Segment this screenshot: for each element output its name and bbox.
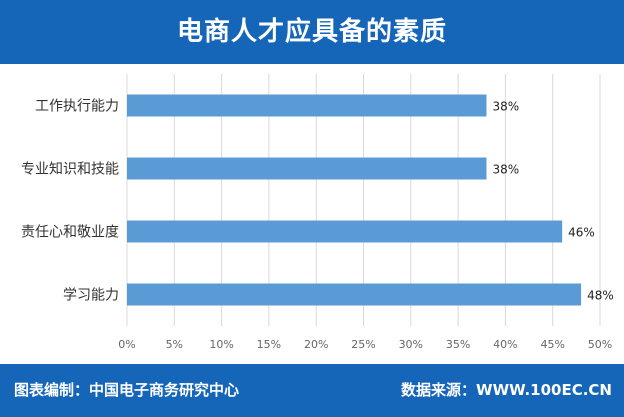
category-label: 工作执行能力 (35, 99, 119, 115)
category-label: 专业知识和技能 (21, 161, 119, 178)
bar (127, 283, 582, 306)
data-label: 46% (568, 226, 595, 240)
data-label: 38% (492, 100, 519, 114)
x-tick-label: 25% (351, 338, 375, 351)
x-tick-label: 15% (257, 338, 281, 351)
bar (127, 157, 487, 180)
footer-compiler: 图表编制：中国电子商务研究中心 (14, 381, 240, 399)
x-tick-label: 20% (304, 338, 328, 351)
x-tick-label: 35% (446, 338, 470, 351)
x-tick-label: 50% (588, 338, 612, 351)
bar-chart: 0% 5% 10% 15% 20% 25% 30% 35% 40% 45% 50% 工作执行能力 38%… (21, 74, 614, 351)
x-tick-label: 45% (540, 338, 564, 351)
x-tick-label: 40% (493, 338, 517, 351)
chart-title: 电商人才应具备的素质 (176, 17, 447, 47)
data-label: 48% (587, 289, 614, 303)
chart-area: 0% 5% 10% 15% 20% 25% 30% 35% 40% 45% 50% 工作执行能力 38%… (0, 64, 624, 364)
footer-banner: 图表编制：中国电子商务研究中心 数据来源：WWW.100EC.CN (0, 364, 624, 417)
header-banner: 电商人才应具备的素质 (0, 0, 624, 64)
x-tick-label: 5% (166, 338, 183, 351)
bar (127, 220, 563, 243)
x-tick-label: 0% (118, 338, 135, 351)
x-tick-label: 30% (399, 338, 423, 351)
x-tick-label: 10% (209, 338, 233, 351)
bar (127, 94, 487, 117)
data-label: 38% (492, 163, 519, 177)
category-label: 责任心和敬业度 (21, 225, 119, 241)
footer-source: 数据来源：WWW.100EC.CN (401, 381, 612, 399)
category-label: 学习能力 (63, 288, 119, 304)
